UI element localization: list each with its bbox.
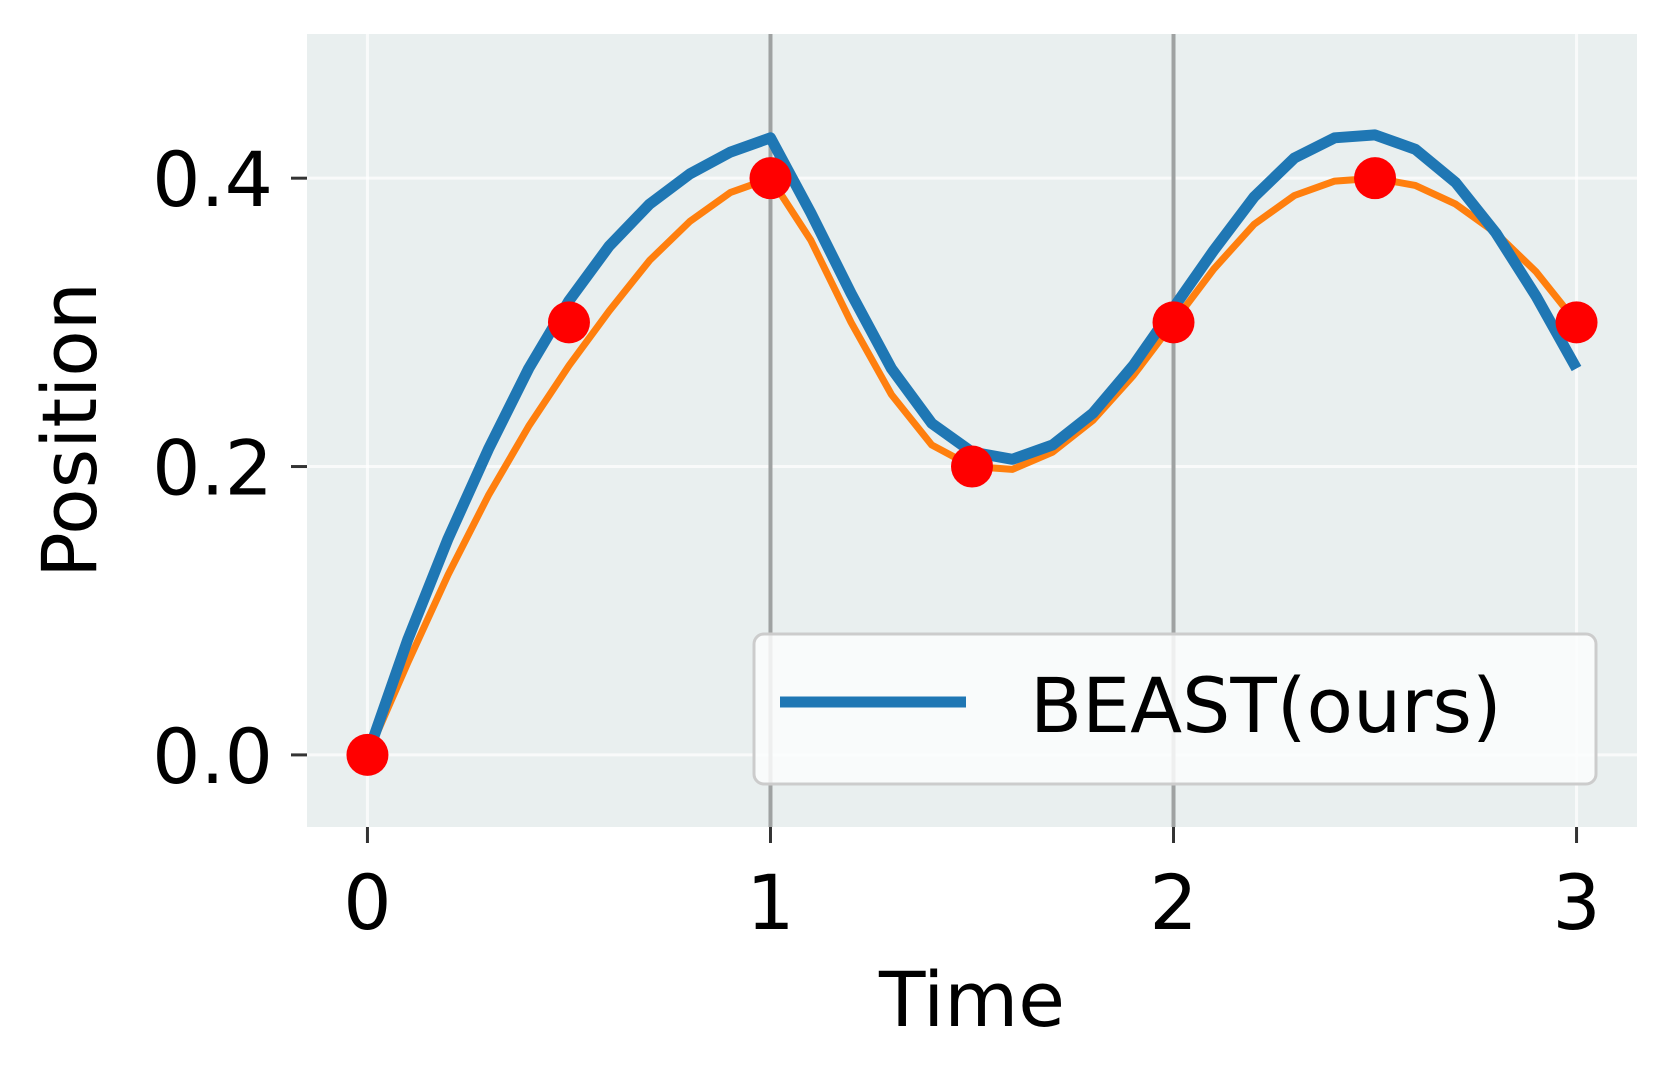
x-tick-label-2: 2	[1149, 858, 1197, 947]
marker-point-3	[951, 445, 993, 488]
marker-point-0	[346, 733, 389, 776]
x-tick-label-1: 1	[746, 858, 794, 947]
marker-point-4	[1152, 301, 1195, 344]
marker-point-1	[547, 301, 590, 344]
legend-label: BEAST(ours)	[1030, 661, 1502, 750]
y-tick-label-2: 0.4	[152, 135, 273, 224]
markers-group	[346, 157, 1598, 776]
y-axis-label: Position	[25, 282, 114, 578]
y-axis: 0.0 0.2 0.4	[152, 135, 307, 801]
x-axis: 0 1 2 3	[343, 827, 1601, 947]
y-tick-label-1: 0.2	[152, 424, 273, 513]
x-tick-label-0: 0	[343, 858, 391, 947]
y-tick-label-0: 0.0	[152, 712, 273, 801]
x-axis-label: Time	[878, 955, 1065, 1044]
legend: BEAST(ours)	[752, 632, 1598, 786]
marker-point-6	[1555, 301, 1598, 344]
x-tick-label-3: 3	[1552, 858, 1600, 947]
legend-box	[752, 632, 1598, 786]
marker-point-2	[749, 157, 792, 200]
marker-point-5	[1354, 157, 1397, 200]
